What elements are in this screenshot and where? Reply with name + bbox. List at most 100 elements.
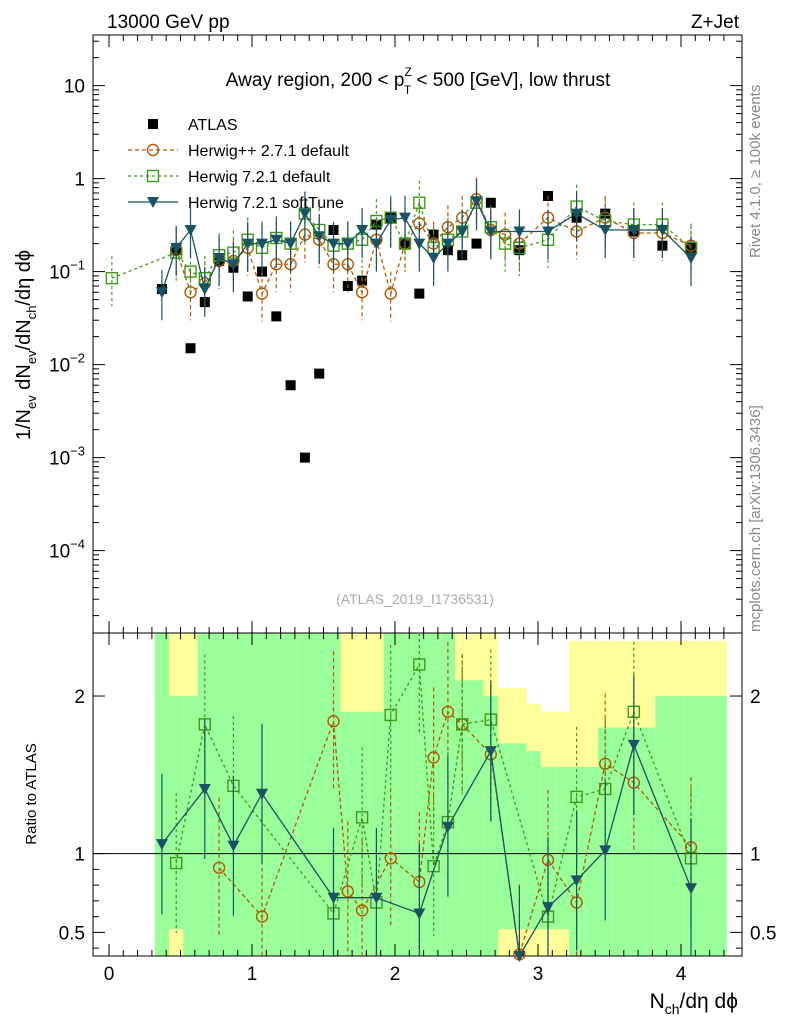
data-point — [285, 380, 296, 391]
data-point — [570, 208, 583, 220]
band-green — [297, 633, 313, 956]
band-green — [283, 633, 298, 956]
ratio-series-filled-triangle-down — [155, 674, 698, 962]
ratio-y-tick-label-right: 0.5 — [750, 923, 776, 944]
data-point — [413, 196, 426, 209]
ratio-point — [427, 751, 440, 764]
data-point — [327, 238, 340, 250]
legend-item: Herwig 7.2.1 default — [128, 169, 331, 186]
data-point — [242, 291, 253, 302]
legend-label: Herwig 7.2.1 softTune — [188, 195, 344, 212]
band-green — [183, 696, 198, 956]
data-point — [656, 225, 669, 237]
ratio-series — [155, 633, 698, 962]
ratio-point — [413, 908, 426, 920]
data-point — [105, 271, 119, 285]
ratio-point — [255, 910, 269, 923]
band-green — [669, 696, 684, 956]
x-axis-label: Nch/dη dϕ — [650, 990, 738, 1017]
ratio-line — [175, 662, 692, 920]
y-tick-label: 10−1 — [49, 258, 85, 284]
data-point — [599, 225, 612, 237]
legend: ATLAS Herwig++ 2.7.1 default Herwig 7.2.1 … — [128, 117, 350, 212]
ylabel-part: 1/N — [13, 409, 35, 440]
band-green — [526, 751, 541, 930]
ratio-point — [441, 705, 455, 718]
data-point — [284, 238, 297, 250]
data-point — [542, 226, 555, 238]
band-green — [397, 633, 413, 956]
x-tick-label: 3 — [533, 964, 544, 985]
ratio-axes: 0 1 2 3 4 2 2 1 1 0.5 0.5 — [59, 632, 776, 985]
legend-label: Herwig++ 2.7.1 default — [188, 143, 350, 160]
xlabel-part: N — [650, 990, 665, 1013]
title-sub: T — [404, 83, 412, 97]
data-point — [427, 253, 440, 265]
data-point — [384, 214, 397, 226]
y-axis-label: 1/Nev dNev/dNch/dη dϕ — [13, 250, 39, 440]
ratio-point — [685, 883, 698, 895]
watermark: (ATLAS_2019_I1736531) — [336, 591, 494, 607]
data-point — [498, 237, 512, 250]
ratio-point — [384, 708, 397, 722]
ratio-point — [627, 739, 640, 751]
band-green — [612, 727, 627, 956]
y-tick-label: 1 — [74, 170, 85, 191]
ratio-point — [327, 892, 340, 904]
data-point — [155, 287, 168, 299]
band-green — [712, 696, 727, 956]
ratio-point — [456, 718, 469, 731]
legend-item: ATLAS — [148, 117, 238, 134]
ratio-point — [256, 788, 269, 800]
data-point — [185, 343, 196, 354]
mcplots-label: mcplots.cern.ch [arXiv:1306.3436] — [747, 405, 764, 632]
data-point — [355, 286, 369, 299]
data-point — [227, 259, 240, 271]
legend-item: Herwig 7.2.1 softTune — [128, 195, 344, 212]
legend-label: ATLAS — [188, 117, 238, 134]
ratio-point — [355, 904, 369, 917]
band-green — [497, 743, 513, 930]
data-point — [314, 368, 325, 379]
ratio-point — [599, 845, 612, 857]
ylabel-part: ev — [24, 395, 39, 409]
header-left: 13000 GeV pp — [107, 12, 230, 33]
data-point — [685, 253, 698, 265]
title-text: Away region, 200 < p — [226, 70, 405, 91]
ratio-y-tick-label: 0.5 — [59, 923, 85, 944]
data-point — [356, 225, 369, 237]
data-point — [255, 287, 269, 300]
ylabel-part: ev — [24, 350, 39, 364]
data-point — [470, 196, 483, 208]
data-point — [271, 311, 282, 322]
data-point — [298, 208, 311, 220]
legend-marker — [146, 169, 160, 183]
ratio-y-axis-label: Ratio to ATLAS — [23, 743, 40, 844]
ratio-y-tick-label: 1 — [74, 845, 85, 866]
band-green — [469, 680, 484, 956]
data-point — [485, 197, 496, 208]
band-green — [312, 633, 327, 956]
ratio-y-tick-label: 2 — [74, 687, 85, 708]
ratio-point — [341, 885, 355, 898]
ratio-y-tick-label-right: 2 — [750, 687, 761, 708]
data-point — [456, 226, 469, 238]
data-point — [513, 226, 526, 238]
legend-marker — [147, 197, 159, 208]
data-point — [484, 226, 497, 238]
legend-marker — [146, 143, 160, 157]
band-green — [698, 696, 713, 956]
band-green — [240, 633, 255, 956]
ratio-point — [413, 658, 426, 671]
ratio-point — [370, 892, 383, 904]
data-point — [198, 283, 211, 295]
ratio-point — [327, 715, 340, 728]
ratio-point — [441, 821, 454, 833]
series-filled-triangle-down — [155, 179, 698, 321]
data-point — [370, 238, 383, 250]
rivet-label: Rivet 4.1.0, ≥ 100k events — [747, 85, 764, 258]
data-point — [384, 287, 397, 300]
y-tick-label: 10−2 — [49, 351, 85, 377]
band-green — [455, 680, 470, 956]
data-point — [471, 238, 482, 249]
